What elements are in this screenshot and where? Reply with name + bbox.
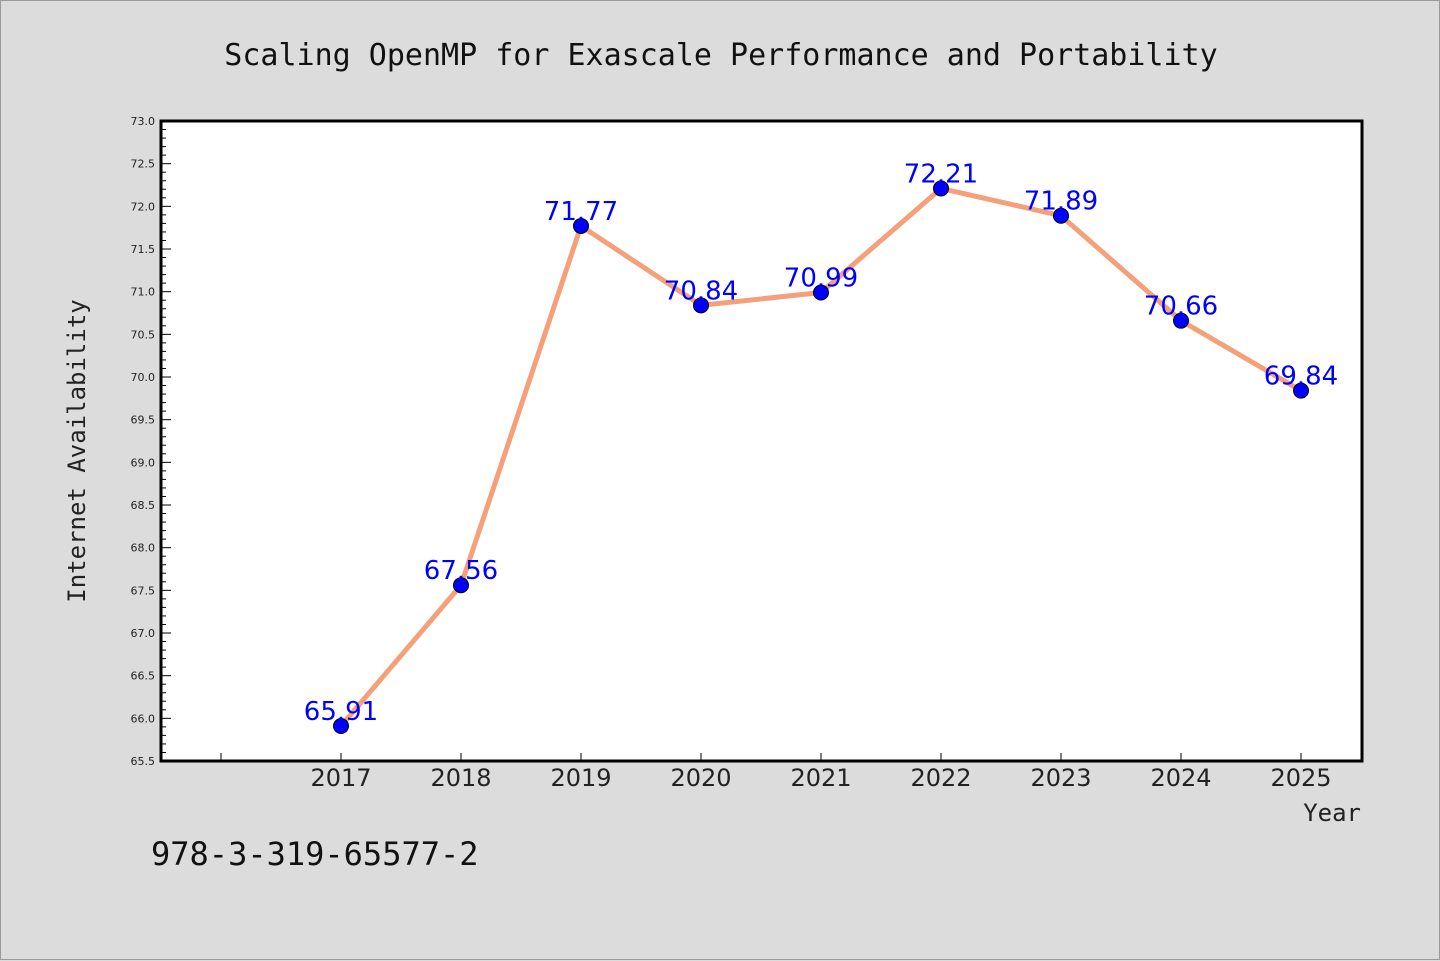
data-point[interactable] — [813, 284, 829, 301]
x-tick-label: 2018 — [430, 764, 491, 792]
y-tick-label: 72.5 — [131, 158, 156, 171]
data-label: 67.56 — [424, 556, 498, 586]
y-tick-label: 71.0 — [131, 286, 156, 299]
x-tick-label: 2024 — [1150, 764, 1211, 792]
y-tick-label: 65.5 — [131, 755, 156, 768]
data-point[interactable] — [333, 718, 349, 735]
series-layer: 65.91 67.56 71.77 70.84 70.99 72.21 71.89 70.66… — [304, 159, 1338, 735]
data-label: 71.89 — [1024, 187, 1098, 217]
y-axis-label: Internet Availability — [63, 299, 91, 602]
data-label: 72.21 — [904, 159, 978, 189]
y-tick-label: 70.5 — [131, 328, 156, 341]
data-point[interactable] — [453, 577, 469, 594]
x-tick-label: 2019 — [550, 764, 611, 792]
footer-note: 978-3-319-65577-2 — [151, 835, 479, 873]
x-tick-label: 2022 — [910, 764, 971, 792]
x-axis-label: Year — [1303, 799, 1361, 827]
y-tick-label: 68.5 — [131, 499, 156, 512]
y-tick-label: 66.5 — [131, 670, 156, 683]
y-tick-label: 66.0 — [131, 712, 156, 725]
data-point[interactable] — [933, 180, 949, 197]
y-tick-label: 71.5 — [131, 243, 156, 256]
data-label: 69.84 — [1264, 362, 1338, 392]
data-point[interactable] — [1173, 312, 1189, 329]
data-point[interactable] — [693, 297, 709, 314]
y-tick-label: 67.5 — [131, 584, 156, 597]
x-tick-label: 2021 — [790, 764, 851, 792]
y-tick-label: 72.0 — [131, 200, 156, 213]
chart-title: Scaling OpenMP for Exascale Performance … — [224, 38, 1217, 73]
x-tick-label: 2025 — [1270, 764, 1331, 792]
x-axis-ticks: 2017 2018 2019 2020 2021 2022 2023 2024 2025 — [220, 753, 1332, 792]
y-tick-label: 70.0 — [131, 371, 156, 384]
x-tick-label: 2020 — [670, 764, 731, 792]
data-point[interactable] — [573, 217, 589, 234]
data-label: 70.99 — [784, 264, 858, 294]
y-tick-label: 68.0 — [131, 542, 156, 555]
x-tick-label: 2017 — [310, 764, 371, 792]
x-tick-label: 2023 — [1030, 764, 1091, 792]
y-axis-ticks: 65.5 66.0 66.5 67.0 67.5 68.0 68.5 69.0 69.5 70.0… — [131, 115, 171, 768]
data-label: 70.66 — [1144, 292, 1218, 322]
data-point[interactable] — [1053, 207, 1069, 224]
y-tick-label: 69.5 — [131, 414, 156, 427]
data-label: 65.91 — [304, 697, 378, 727]
y-tick-label: 73.0 — [131, 115, 156, 128]
y-tick-label: 69.0 — [131, 456, 156, 469]
y-tick-label: 67.0 — [131, 627, 156, 640]
data-label: 70.84 — [664, 276, 738, 306]
data-label: 71.77 — [544, 197, 618, 227]
plot-area — [159, 119, 1364, 763]
data-point[interactable] — [1293, 382, 1309, 399]
